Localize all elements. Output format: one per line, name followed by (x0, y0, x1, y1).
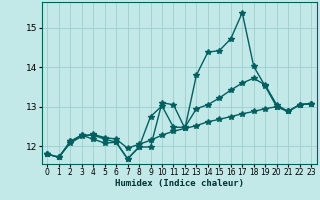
X-axis label: Humidex (Indice chaleur): Humidex (Indice chaleur) (115, 179, 244, 188)
